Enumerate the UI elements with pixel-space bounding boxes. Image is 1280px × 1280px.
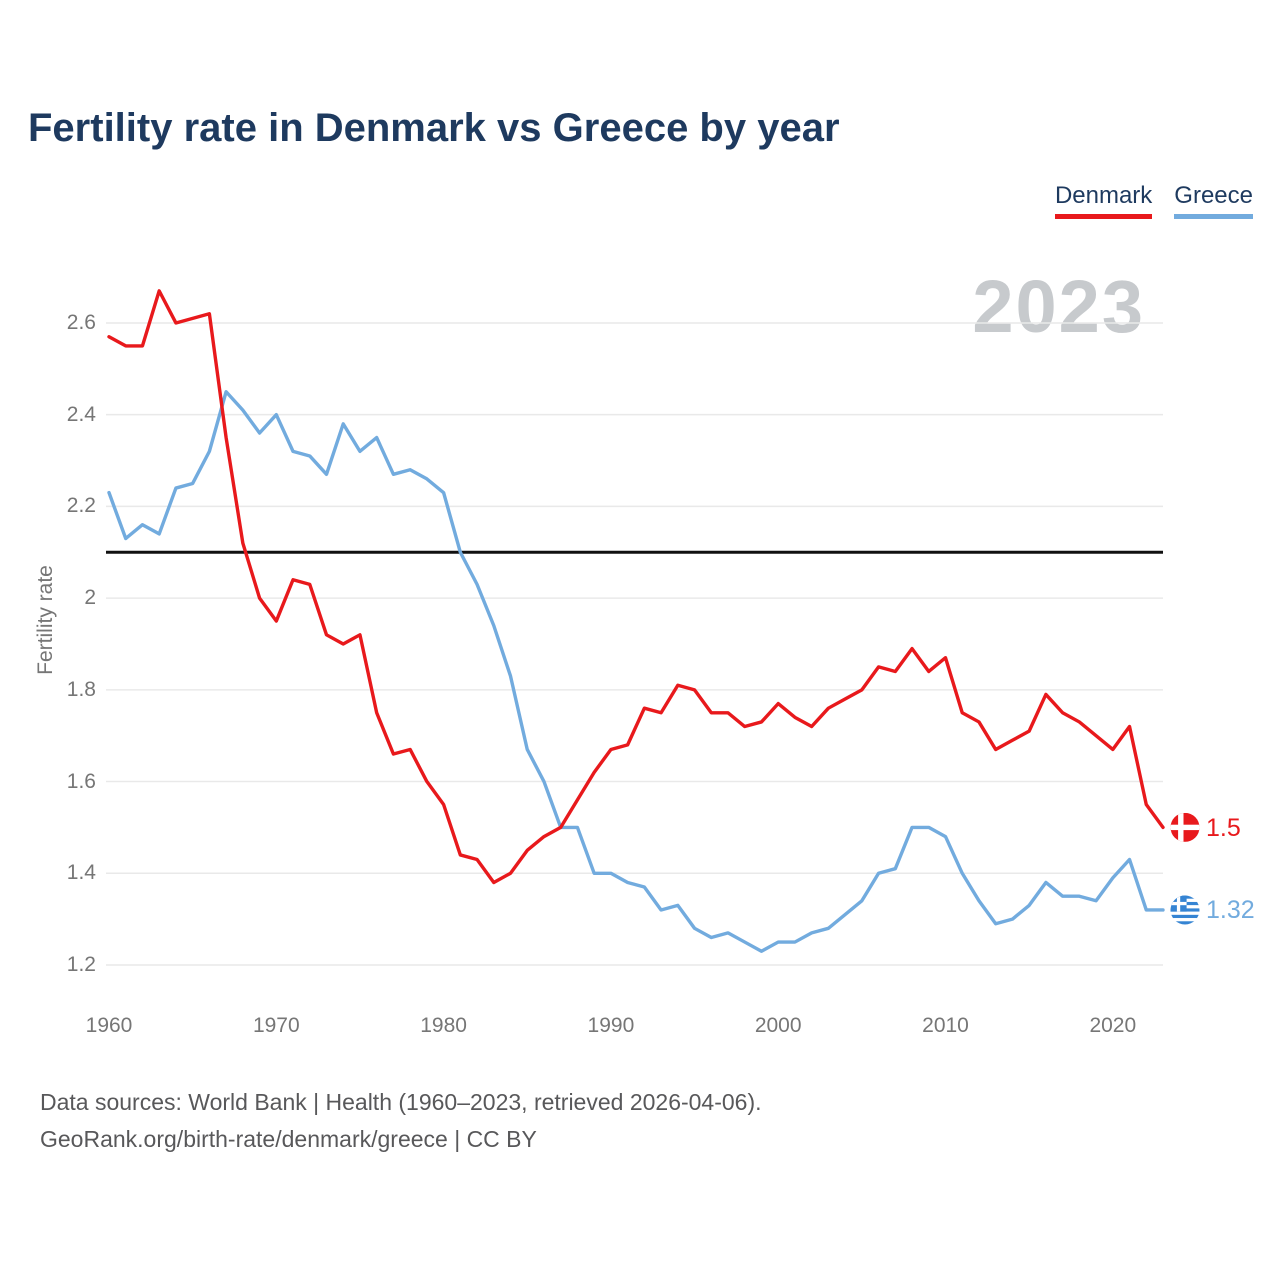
denmark-end-value: 1.5 [1206,814,1241,842]
legend: Denmark Greece [1054,182,1253,220]
y-tick-label: 1.2 [66,953,96,976]
x-tick-label: 2020 [1089,1014,1137,1037]
y-tick-label: 2.2 [66,494,96,518]
greece-end-value: 1.32 [1206,896,1255,924]
denmark-series-line[interactable] [107,289,1165,885]
legend-item-greece[interactable]: Greece [1174,182,1253,220]
x-tick-label: 2010 [922,1014,969,1037]
greece-flag-icon [1170,895,1200,925]
x-tick-label: 1990 [587,1014,635,1037]
y-tick-label: 2 [84,586,96,610]
year-watermark: 2023 [972,265,1145,348]
footer-sources-line: Data sources: World Bank | Health (1960–… [40,1089,762,1115]
x-tick-label: 1960 [85,1014,133,1037]
footer: Data sources: World Bank | Health (1960–… [40,1084,762,1158]
greece-series-line[interactable] [107,390,1165,953]
x-tick-label: 2000 [754,1014,802,1037]
y-tick-label: 1.8 [66,677,96,701]
y-tick-label: 2.4 [66,402,96,426]
y-tick-label: 2.6 [66,310,96,334]
footer-attribution-line: GeoRank.org/birth-rate/denmark/greece | … [40,1126,537,1152]
legend-item-denmark[interactable]: Denmark [1054,182,1153,220]
y-axis-title: Fertility rate [34,565,57,675]
y-tick-label: 1.4 [66,861,96,885]
x-tick-label: 1970 [252,1014,300,1037]
chart-title: Fertility rate in Denmark vs Greece by y… [28,106,840,150]
x-tick-label: 1980 [420,1014,467,1037]
denmark-flag-icon [1170,812,1200,842]
y-tick-label: 1.6 [66,769,96,793]
